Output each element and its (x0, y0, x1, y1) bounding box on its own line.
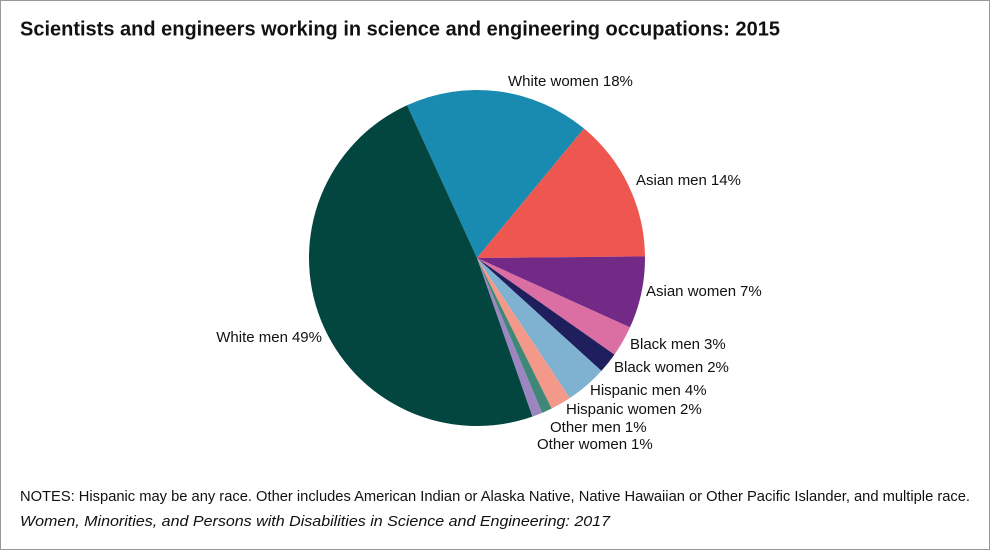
category-label: Hispanic women (566, 401, 676, 418)
category-label: Other men (550, 419, 621, 436)
category-label: Asian women (646, 283, 736, 300)
category-label: White women (508, 73, 599, 90)
slice-label: Asian men 14% (636, 172, 741, 189)
pie-slice (477, 256, 645, 328)
slice-label: White men 49% (216, 329, 322, 346)
value-label: 18% (603, 73, 633, 90)
slice-label: Black men 3% (630, 336, 726, 353)
pie-slice (477, 258, 543, 417)
category-label: Hispanic men (590, 382, 681, 399)
source: Women, Minorities, and Persons with Disa… (20, 513, 611, 530)
slice-label: Asian women 7% (646, 283, 762, 300)
value-label: 1% (625, 419, 647, 436)
category-label: White men (216, 329, 288, 346)
value-label: 3% (704, 336, 726, 353)
pie-slice (477, 258, 570, 409)
slice-label: Black women 2% (614, 359, 729, 376)
value-label: 1% (631, 436, 653, 453)
value-label: 2% (680, 401, 702, 418)
pie-slice (477, 258, 615, 371)
pie-slice (477, 258, 552, 413)
slice-label: White women 18% (508, 73, 633, 90)
value-label: 49% (292, 329, 322, 346)
slice-label: Other women 1% (537, 436, 653, 453)
value-label: 14% (711, 172, 741, 189)
pie-slice (477, 258, 630, 355)
category-label: Asian men (636, 172, 707, 189)
slice-label: Hispanic men 4% (590, 382, 707, 399)
pie-slice (477, 258, 602, 399)
value-label: 2% (707, 359, 729, 376)
pie-slice (407, 90, 584, 258)
pie-slice (477, 128, 645, 258)
slice-label: Hispanic women 2% (566, 401, 702, 418)
slice-label: Other men 1% (550, 419, 647, 436)
category-label: Black women (614, 359, 703, 376)
category-label: Other women (537, 436, 627, 453)
notes: NOTES: Hispanic may be any race. Other i… (20, 488, 970, 505)
value-label: 4% (685, 382, 707, 399)
value-label: 7% (740, 283, 762, 300)
category-label: Black men (630, 336, 700, 353)
pie-slice (308, 105, 533, 427)
chart-title: Scientists and engineers working in scie… (20, 18, 780, 40)
